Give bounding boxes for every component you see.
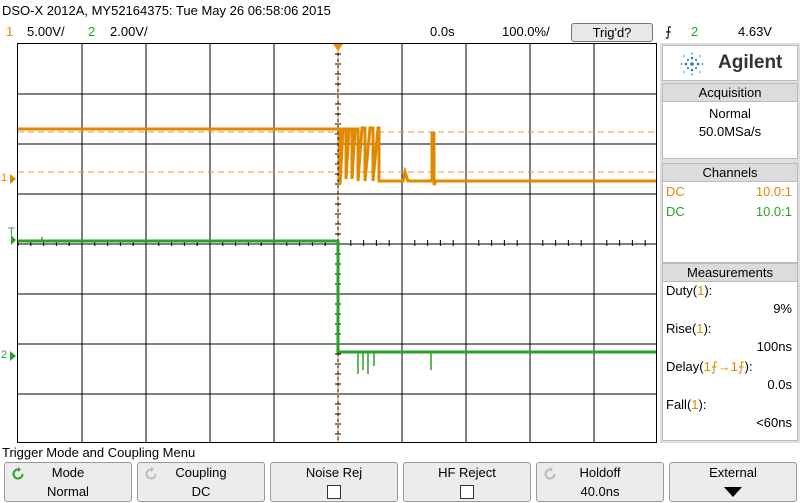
measurement-source: 1 (696, 321, 704, 336)
rotate-knob-icon (12, 467, 24, 480)
menu-title: Trigger Mode and Coupling Menu (2, 445, 196, 460)
measurement-delay-label: Delay(1⨍→1⨍): (666, 359, 753, 374)
sample-rate: 50.0MSa/s (698, 124, 762, 139)
ch2-marker-arrow (10, 351, 16, 361)
measurement-name: Duty (666, 283, 693, 298)
channel-coupling: DC (666, 184, 685, 199)
trigger-level-marker[interactable]: T (8, 226, 15, 238)
hf-reject-softkey[interactable]: HF Reject (403, 462, 531, 502)
softkey-value: 40.0ns (580, 484, 620, 499)
softkey-label: Noise Rej (305, 465, 363, 480)
measurement-value: 9% (773, 301, 792, 316)
channel-coupling: DC (666, 204, 685, 219)
time-scale[interactable]: 100.0%/ (502, 24, 550, 39)
softkey-label: Coupling (175, 465, 227, 480)
ch1-ground-marker[interactable]: 1 (1, 172, 8, 184)
measurements-section[interactable]: Measurements Duty(1): 9% Rise(1): 100ns Dela… (662, 263, 798, 441)
softkey-label: Holdoff (579, 465, 621, 480)
mode-softkey[interactable]: Mode Normal (4, 462, 132, 502)
measurement-duty-label: Duty(1): (666, 283, 713, 298)
external-softkey[interactable]: External (669, 462, 797, 502)
trigger-edge-icon: ⨍ (665, 24, 672, 39)
measurement-name: Delay (666, 359, 700, 374)
measurement-source: 1 (697, 283, 705, 298)
marker-arrows (10, 174, 16, 361)
noise-rej-checkbox[interactable] (327, 485, 341, 499)
ch1-waveform (18, 126, 656, 186)
brand-logo: Agilent (662, 45, 798, 81)
waveform-svg (17, 43, 656, 442)
trigger-time-marker (333, 44, 343, 51)
trigger-level[interactable]: 4.63V (738, 24, 772, 39)
channel-probe: 10.0:1 (755, 184, 792, 199)
rotate-knob-icon (145, 467, 157, 480)
measurements-header: Measurements (663, 264, 797, 282)
rotate-knob-icon (544, 467, 556, 480)
measurement-source: 1⨍→1⨍ (703, 359, 745, 374)
brand-name: Agilent (718, 52, 783, 73)
softkey-value: DC (191, 484, 211, 499)
channel-markers: 1 T 2 (0, 43, 17, 443)
measurement-value: <60ns (756, 415, 792, 430)
ch1-scale[interactable]: 5.00V/ (27, 24, 65, 39)
holdoff-softkey[interactable]: Holdoff 40.0ns (536, 462, 664, 502)
measurement-value: 100ns (756, 339, 792, 354)
softkey-bar: Mode Normal Coupling DC Noise Rej HF Rej… (0, 462, 800, 503)
submenu-arrow-icon (724, 487, 742, 497)
ch1-number[interactable]: 1 (6, 24, 14, 39)
measurement-name: Rise (666, 321, 693, 336)
ch2-ground-marker[interactable]: 2 (1, 349, 8, 361)
measurement-fall-label: Fall(1): (666, 397, 707, 412)
channel-row-1: DC 10.0:1 (663, 182, 797, 202)
trigger-source[interactable]: 2 (691, 24, 699, 39)
measurement-rise-label: Rise(1): (666, 321, 712, 336)
time-offset[interactable]: 0.0s (430, 24, 455, 39)
trigger-marker-arrow (11, 235, 16, 245)
ch2-waveform (18, 239, 656, 354)
channel-row-2: DC 10.0:1 (663, 202, 797, 222)
coupling-softkey[interactable]: Coupling DC (137, 462, 265, 502)
acquisition-header: Acquisition (663, 84, 797, 102)
scope-title: DSO-X 2012A, MY52164375: Tue May 26 06:5… (2, 3, 331, 18)
softkey-label: External (709, 465, 757, 480)
acquisition-section[interactable]: Acquisition Normal 50.0MSa/s (662, 83, 798, 159)
channels-header: Channels (663, 164, 797, 182)
trigger-status-button[interactable]: Trig'd? (571, 23, 653, 42)
softkey-label: Mode (51, 465, 85, 480)
waveform-display[interactable] (17, 43, 657, 443)
softkey-value: Normal (47, 484, 89, 499)
channels-section[interactable]: Channels DC 10.0:1 DC 10.0:1 (662, 163, 798, 263)
ch2-scale[interactable]: 2.00V/ (110, 24, 148, 39)
hf-reject-checkbox[interactable] (460, 485, 474, 499)
traces (18, 44, 656, 442)
measurement-value: 0.0s (767, 377, 792, 392)
channel-probe: 10.0:1 (755, 204, 792, 219)
ch1-marker-arrow (10, 174, 16, 184)
ch2-number[interactable]: 2 (88, 24, 96, 39)
right-panel: Agilent Acquisition Normal 50.0MSa/s Cha… (660, 43, 800, 443)
noise-rej-softkey[interactable]: Noise Rej (270, 462, 398, 502)
measurement-source: 1 (691, 397, 699, 412)
measurement-name: Fall (666, 397, 687, 412)
acquisition-mode: Normal (709, 106, 751, 121)
softkey-label: HF Reject (438, 465, 496, 480)
status-row: 1 5.00V/ 2 2.00V/ 0.0s 100.0%/ Trig'd? ⨍… (0, 22, 800, 42)
agilent-spark-icon (680, 52, 704, 76)
